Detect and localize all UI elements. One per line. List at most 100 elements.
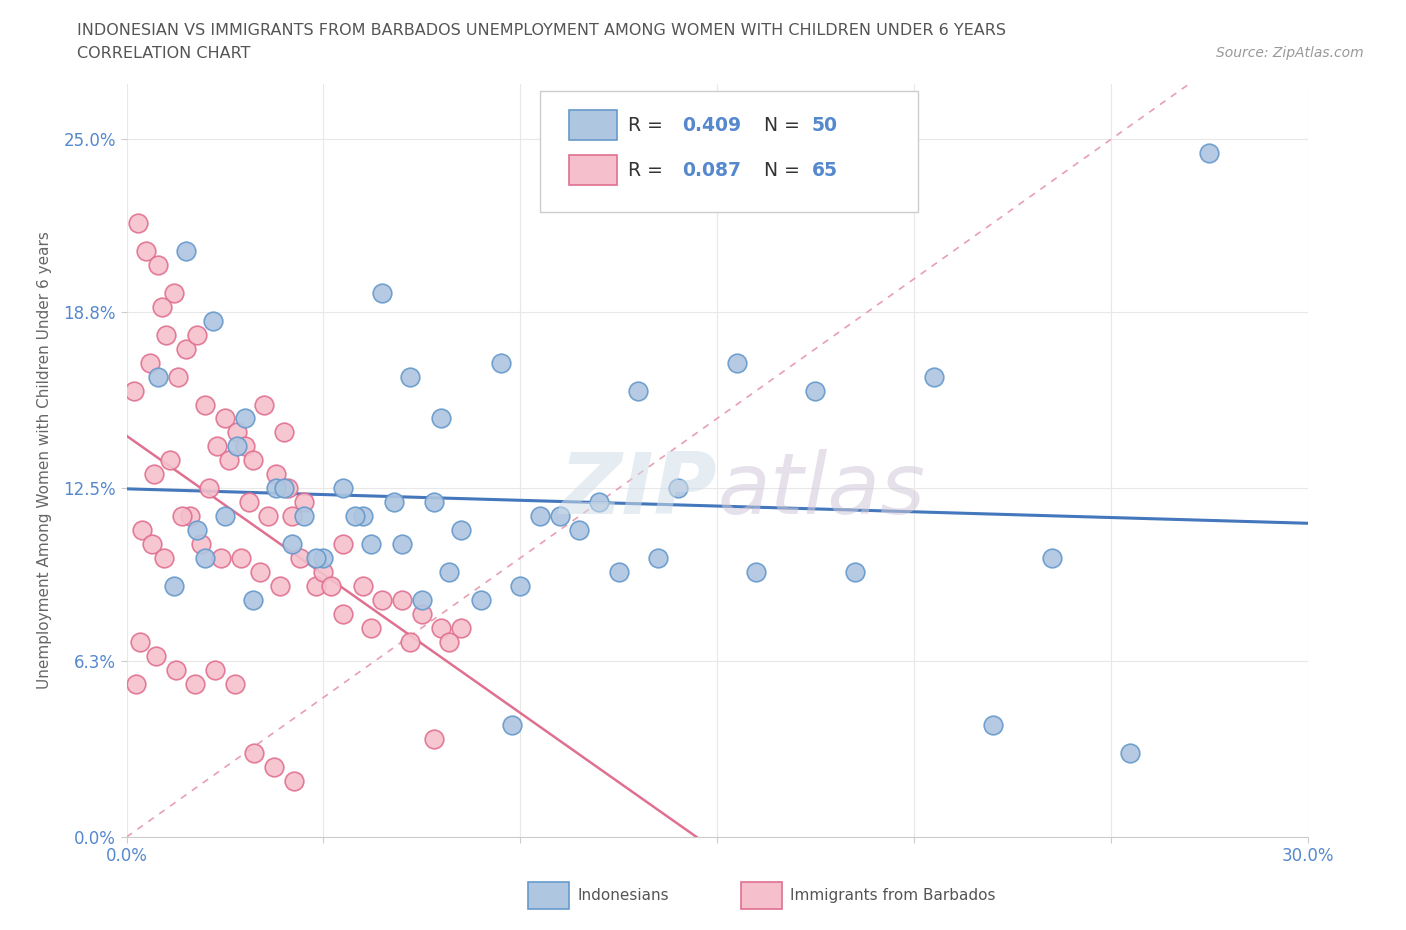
Point xyxy=(209,551,232,565)
Point xyxy=(194,397,217,412)
Point xyxy=(647,551,669,565)
Point xyxy=(288,551,311,565)
Point xyxy=(264,467,287,482)
Point xyxy=(470,592,492,607)
Point xyxy=(489,355,512,370)
Point xyxy=(922,369,945,384)
Point xyxy=(312,551,335,565)
Point xyxy=(450,523,472,538)
FancyBboxPatch shape xyxy=(540,91,918,212)
Point xyxy=(360,537,382,551)
Point xyxy=(163,286,186,300)
Text: INDONESIAN VS IMMIGRANTS FROM BARBADOS UNEMPLOYMENT AMONG WOMEN WITH CHILDREN UN: INDONESIAN VS IMMIGRANTS FROM BARBADOS U… xyxy=(77,23,1007,38)
Point xyxy=(135,244,157,259)
Point xyxy=(281,537,304,551)
Point xyxy=(343,509,366,524)
Point xyxy=(253,397,276,412)
Text: CORRELATION CHART: CORRELATION CHART xyxy=(77,46,250,61)
Point xyxy=(225,425,247,440)
Point xyxy=(131,523,153,538)
Point xyxy=(242,453,264,468)
Point xyxy=(127,216,149,231)
Text: N =: N = xyxy=(752,115,807,135)
Point xyxy=(229,551,252,565)
Text: R =: R = xyxy=(628,115,669,135)
Point xyxy=(281,509,304,524)
Point xyxy=(332,537,354,551)
Point xyxy=(170,509,193,524)
Point xyxy=(588,495,610,510)
Text: N =: N = xyxy=(752,161,807,179)
Point xyxy=(263,760,285,775)
Point xyxy=(439,634,461,649)
Point xyxy=(627,383,650,398)
Point xyxy=(1198,146,1220,161)
Point xyxy=(568,523,591,538)
Point xyxy=(202,313,225,328)
Point xyxy=(205,439,228,454)
Point xyxy=(607,565,630,579)
Point xyxy=(214,411,236,426)
Text: Immigrants from Barbados: Immigrants from Barbados xyxy=(790,887,995,902)
Text: 0.409: 0.409 xyxy=(682,115,741,135)
Point xyxy=(371,592,394,607)
Point xyxy=(450,620,472,635)
Point xyxy=(129,634,152,649)
FancyBboxPatch shape xyxy=(569,110,617,140)
Point xyxy=(352,509,374,524)
Point xyxy=(139,355,162,370)
Text: 0.087: 0.087 xyxy=(682,161,741,179)
Point xyxy=(249,565,271,579)
Point xyxy=(332,606,354,621)
Point xyxy=(439,565,461,579)
Point xyxy=(190,537,212,551)
Point xyxy=(509,578,531,593)
Point xyxy=(225,439,247,454)
Text: Source: ZipAtlas.com: Source: ZipAtlas.com xyxy=(1216,46,1364,60)
Point xyxy=(166,369,188,384)
Text: Indonesians: Indonesians xyxy=(578,887,669,902)
Point xyxy=(391,537,413,551)
Point xyxy=(360,620,382,635)
Point xyxy=(233,439,256,454)
Point xyxy=(411,592,433,607)
Point xyxy=(186,327,208,342)
Point xyxy=(146,258,169,272)
Point xyxy=(194,551,217,565)
Point xyxy=(257,509,280,524)
FancyBboxPatch shape xyxy=(569,155,617,185)
Point xyxy=(312,565,335,579)
Y-axis label: Unemployment Among Women with Children Under 6 years: Unemployment Among Women with Children U… xyxy=(38,232,52,689)
Point xyxy=(143,467,166,482)
Text: 65: 65 xyxy=(811,161,838,179)
Text: 50: 50 xyxy=(811,115,838,135)
Point xyxy=(332,481,354,496)
Point xyxy=(153,551,176,565)
Point xyxy=(146,369,169,384)
FancyBboxPatch shape xyxy=(529,883,569,909)
Point xyxy=(399,369,422,384)
Point xyxy=(981,718,1004,733)
Point xyxy=(804,383,827,398)
Point xyxy=(174,244,197,259)
Point xyxy=(304,578,326,593)
Point xyxy=(745,565,768,579)
Point xyxy=(218,453,240,468)
Point xyxy=(269,578,291,593)
Point xyxy=(184,676,207,691)
Point xyxy=(198,481,221,496)
Text: ZIP: ZIP xyxy=(560,449,717,532)
Point xyxy=(233,411,256,426)
Point xyxy=(145,648,167,663)
Point xyxy=(243,746,266,761)
Point xyxy=(1119,746,1142,761)
Point xyxy=(242,592,264,607)
Point xyxy=(352,578,374,593)
Point xyxy=(204,662,226,677)
Point xyxy=(277,481,299,496)
Point xyxy=(273,425,295,440)
Point xyxy=(141,537,163,551)
Point xyxy=(411,606,433,621)
Text: R =: R = xyxy=(628,161,669,179)
Point xyxy=(399,634,422,649)
